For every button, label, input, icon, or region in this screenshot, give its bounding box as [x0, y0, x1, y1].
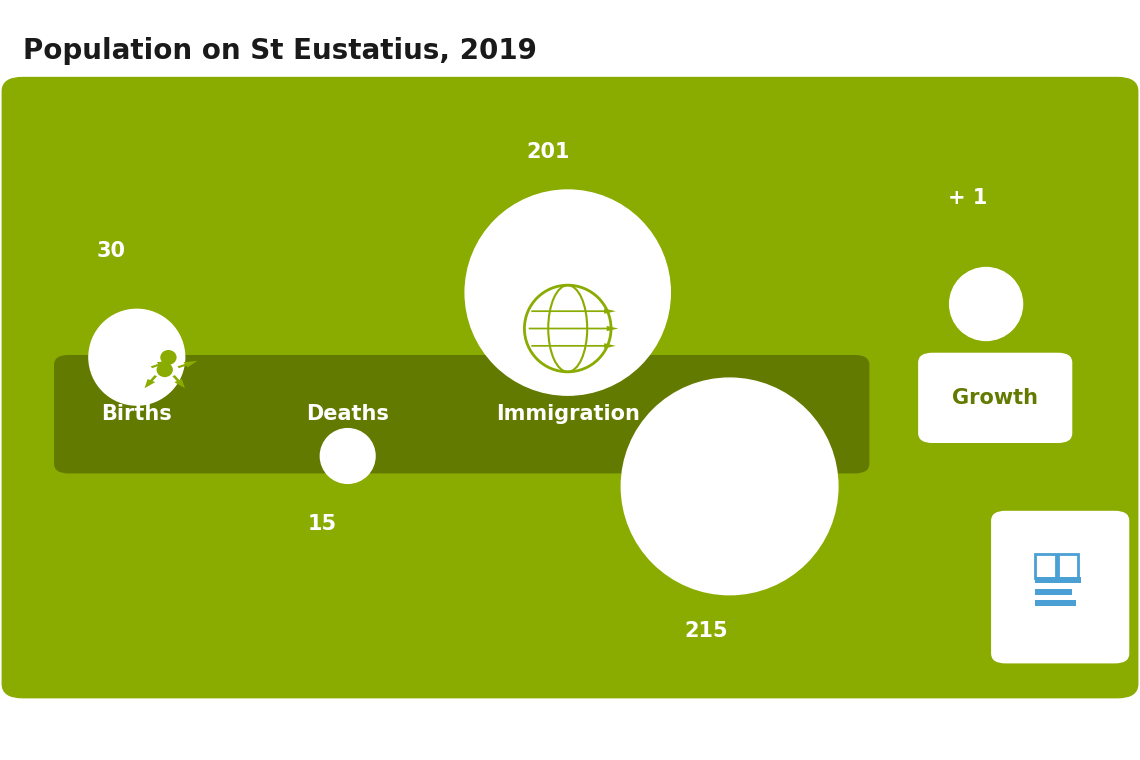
- Text: Emigration: Emigration: [666, 404, 793, 424]
- FancyBboxPatch shape: [1035, 600, 1076, 606]
- FancyBboxPatch shape: [55, 356, 869, 473]
- FancyArrow shape: [150, 361, 171, 368]
- Text: 30: 30: [97, 241, 125, 261]
- Text: Immigration: Immigration: [496, 404, 640, 424]
- Ellipse shape: [89, 309, 185, 405]
- FancyArrow shape: [529, 326, 618, 331]
- FancyArrow shape: [531, 344, 616, 348]
- Text: Deaths: Deaths: [307, 404, 389, 424]
- Ellipse shape: [621, 378, 838, 595]
- Text: 15: 15: [308, 515, 337, 534]
- Ellipse shape: [161, 350, 177, 365]
- FancyBboxPatch shape: [1035, 588, 1072, 594]
- Text: Population on St Eustatius, 2019: Population on St Eustatius, 2019: [23, 36, 537, 65]
- FancyBboxPatch shape: [2, 78, 1138, 698]
- FancyBboxPatch shape: [992, 511, 1129, 663]
- FancyArrow shape: [178, 361, 197, 368]
- FancyBboxPatch shape: [1035, 578, 1081, 584]
- Text: Births: Births: [101, 404, 172, 424]
- Text: 215: 215: [684, 621, 727, 641]
- Ellipse shape: [156, 363, 173, 377]
- Text: 201: 201: [527, 142, 570, 162]
- FancyArrow shape: [145, 375, 157, 388]
- Ellipse shape: [950, 268, 1023, 340]
- FancyBboxPatch shape: [919, 353, 1072, 442]
- FancyArrow shape: [531, 309, 616, 314]
- Ellipse shape: [320, 429, 375, 483]
- FancyArrow shape: [172, 375, 185, 388]
- Text: + 1: + 1: [948, 188, 988, 207]
- Text: Growth: Growth: [952, 388, 1039, 408]
- Ellipse shape: [465, 190, 670, 395]
